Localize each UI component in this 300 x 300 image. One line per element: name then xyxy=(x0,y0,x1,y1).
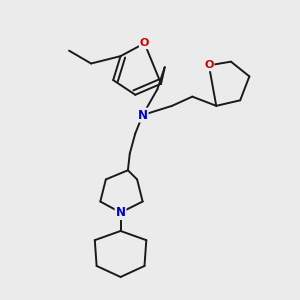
Text: N: N xyxy=(138,109,148,122)
Text: N: N xyxy=(116,206,126,219)
Text: O: O xyxy=(140,38,149,48)
Text: O: O xyxy=(204,60,214,70)
